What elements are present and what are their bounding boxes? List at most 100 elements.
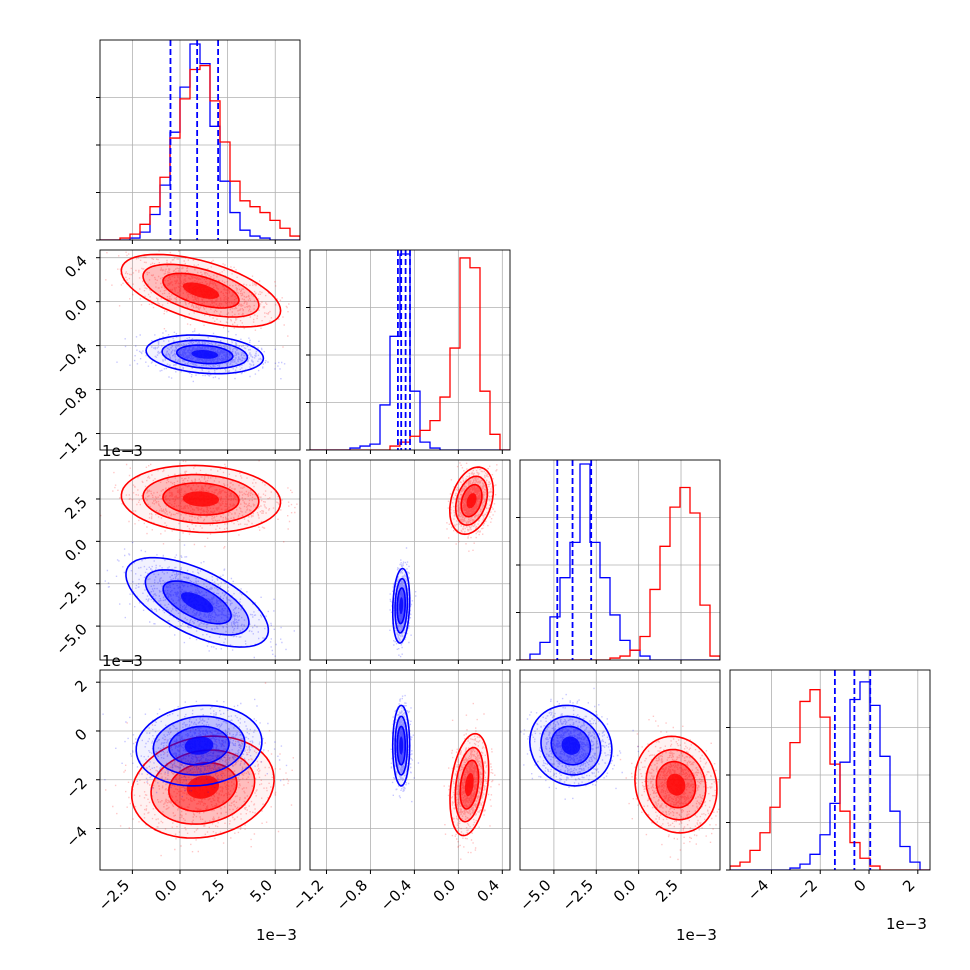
marginal-panel-1-1 [310,250,510,450]
x-tick-label-3-2: 0 [850,876,869,895]
y-tick-label-3-1: −2 [62,774,90,802]
marginal-panel-0-0 [100,40,300,240]
density-fill-red-2-0-3 [182,491,219,507]
density-fill-red-3-2-3 [666,773,686,796]
scatter-points-blue-1-0 [104,330,286,383]
contour-blue-3-1-0 [391,704,411,787]
scatter-points-blue-3-2 [520,687,640,800]
contour-red-2-1-0 [448,466,495,536]
y-tick-label-1-3: 0.0 [61,296,91,326]
x-tick-label-2-1: −2.5 [559,876,597,914]
plot-area [99,39,931,871]
x-tick-label-0-1: 0.0 [151,876,181,906]
contour-blue-1-0-0 [145,334,265,375]
y-tick-label-2-0: −5.0 [52,620,90,658]
density-fill-red-3-0-3 [186,775,219,799]
contour-red-3-2-0 [634,735,718,834]
y-tick-label-3-0: −4 [62,823,90,851]
y-tick-label-1-0: −1.2 [52,428,90,466]
panel-border-2-2 [519,459,721,661]
contour-blue-3-0-1 [152,715,246,776]
panel-border-2-1 [309,459,511,661]
scatter-panel-3-1 [310,670,510,870]
contour-red-3-0-0 [130,735,275,839]
x-tick-label-0-3: 5.0 [246,876,276,906]
x-tick-label-1-3: 0.0 [430,876,460,906]
exponent-label-y-row1: 1e−3 [102,442,143,460]
contour-blue-2-1-2 [396,587,406,625]
x-tick-label-3-0: −4 [744,876,772,904]
density-fill-red-1-0-3 [182,282,219,299]
density-fill-blue-1-0-3 [191,350,219,359]
x-tick-label-3-3: 2 [899,876,918,895]
y-tick-label-1-1: −0.8 [52,384,90,422]
contour-blue-3-1-2 [396,725,406,766]
panel-border-0-0 [99,39,301,241]
scatter-panel-2-0 [100,460,300,660]
panel-border-1-1 [309,249,511,451]
contour-blue-3-0-2 [168,725,230,766]
contour-red-3-1-0 [449,732,490,837]
contour-red-1-0-2 [162,272,240,309]
exponent-label-y-row2: 1e−3 [102,652,143,670]
exponent-label-x-col3: 1e−3 [886,915,927,933]
panel-border-1-0 [99,249,301,451]
x-tick-label-3-1: −2 [793,876,821,904]
marginal-panel-2-2 [520,460,720,660]
contour-red-3-2-2 [655,760,697,809]
exponent-label-x-col2: 1e−3 [676,926,717,944]
contour-red-1-0-0 [120,253,282,328]
histogram-red-1 [310,257,510,450]
contour-red-2-1-2 [460,483,483,518]
contour-blue-2-0-0 [125,556,270,648]
density-fill-blue-3-0-3 [184,736,214,755]
contour-red-3-1-1 [454,746,485,823]
y-tick-label-1-2: −0.4 [52,340,90,378]
contour-blue-3-2-0 [528,704,613,787]
x-tick-label-1-2: −0.4 [377,876,415,914]
density-fill-blue-3-1-3 [399,736,404,755]
contour-blue-2-1-1 [394,577,409,634]
panel-border-3-3 [729,669,931,871]
contour-red-2-0-1 [142,473,260,525]
y-tick-label-2-3: 2.5 [61,493,91,523]
y-tick-label-3-2: 0 [71,725,90,744]
scatter-panel-1-0 [100,250,300,450]
panel-border-3-1 [309,669,511,871]
histogram-blue-2 [520,463,720,660]
panel-border-2-0 [99,459,301,661]
histogram-red-3 [730,689,930,870]
contour-red-2-1-1 [454,475,489,526]
contour-blue-3-0-0 [135,704,263,787]
density-fill-red-3-1-3 [464,773,474,797]
contour-red-3-2-1 [645,748,707,821]
exponent-label-x-col0: 1e−3 [256,926,297,944]
contour-blue-3-1-1 [394,715,409,776]
scatter-panel-2-1 [310,460,510,660]
histogram-red-0 [100,64,300,240]
scatter-panel-3-0 [100,670,300,870]
scatter-points-blue-2-0 [104,541,295,659]
y-tick-label-2-1: −2.5 [52,578,90,616]
scatter-points-red-3-0 [105,682,294,857]
y-tick-label-2-2: 0.0 [61,535,91,565]
contour-red-3-0-2 [168,761,238,813]
contour-blue-1-0-2 [175,344,234,365]
histogram-red-2 [520,486,720,660]
x-tick-label-2-0: −5.0 [516,876,554,914]
x-tick-label-0-2: 2.5 [199,876,229,906]
density-fill-blue-3-2-3 [561,736,581,755]
x-tick-label-1-4: 0.4 [474,876,504,906]
y-tick-label-1-4: 0.4 [61,252,91,282]
density-fill-blue-2-1-3 [399,597,404,615]
histogram-blue-0 [100,43,300,240]
contour-blue-2-0-2 [162,580,232,625]
contour-red-3-1-2 [459,759,480,810]
scatter-panel-3-2 [520,670,720,870]
x-tick-label-1-1: −0.8 [333,876,371,914]
x-tick-label-2-3: 2.5 [652,876,682,906]
histogram-blue-1 [310,253,510,450]
density-fill-red-2-1-3 [466,493,477,509]
x-tick-label-2-2: 0.0 [610,876,640,906]
contour-blue-1-0-1 [161,339,249,370]
